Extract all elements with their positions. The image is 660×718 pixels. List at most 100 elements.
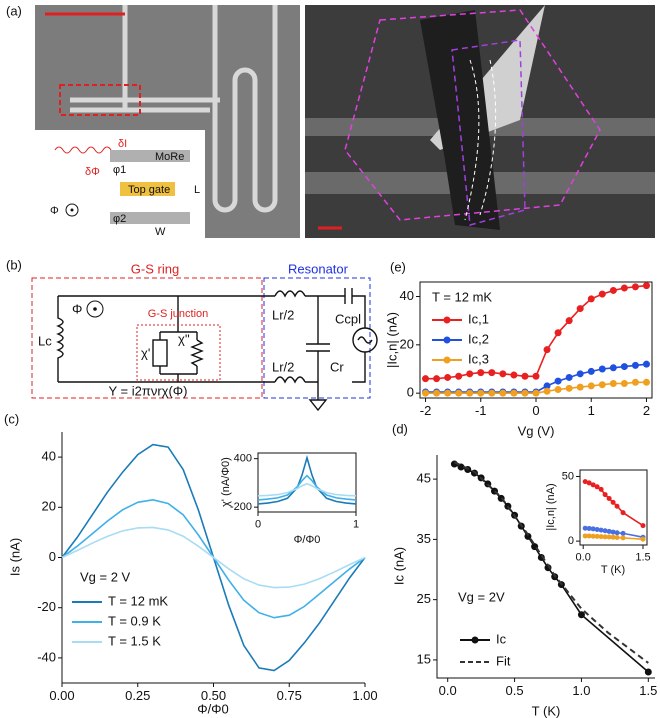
x-axis-label: Φ/Φ0	[197, 701, 229, 716]
data-point	[576, 305, 584, 313]
y-tick-label: 0	[568, 535, 574, 547]
x-axis-label: Φ/Φ0	[294, 534, 321, 546]
legend-label: Ic,2	[468, 331, 489, 346]
data-point	[576, 383, 584, 391]
x-tick-label: 0.5	[506, 683, 524, 698]
y-tick-label: 0	[407, 385, 414, 400]
x-tick-label: 0.50	[201, 688, 226, 703]
data-point	[587, 367, 595, 375]
legend-marker	[443, 316, 451, 324]
data-point	[598, 534, 604, 540]
data-point	[586, 480, 592, 486]
y-tick-label: 50	[562, 470, 574, 482]
data-point	[610, 529, 616, 535]
zoom-box	[59, 84, 141, 116]
y-tick-label: -20	[37, 599, 56, 614]
data-point	[598, 381, 606, 389]
inset-label: W	[155, 226, 166, 238]
data-point	[631, 378, 639, 386]
data-point	[576, 370, 584, 378]
x-tick-label: 1.5	[639, 683, 657, 698]
flux-dot	[70, 208, 74, 212]
y-tick-label: 0	[49, 549, 56, 564]
electrode	[110, 212, 190, 224]
data-point	[466, 389, 474, 397]
panel-label: (c)	[4, 411, 19, 426]
legend-marker	[443, 336, 451, 344]
data-point	[565, 317, 573, 325]
data-point	[640, 536, 646, 542]
data-point	[620, 380, 628, 387]
flux-symbol	[65, 203, 79, 217]
junction-box	[136, 324, 221, 381]
axis-line	[436, 455, 655, 679]
series-line	[257, 454, 357, 505]
data-point	[554, 377, 562, 385]
data-point	[642, 360, 650, 368]
data-point	[598, 486, 604, 492]
data-point	[524, 532, 532, 540]
wavy-field	[54, 146, 112, 154]
data-point	[594, 526, 600, 532]
legend-label: Ic	[496, 631, 507, 646]
series-line	[257, 474, 357, 501]
legend-marker	[471, 636, 479, 644]
x-tick-label: 2	[643, 403, 650, 418]
data-point	[477, 369, 485, 377]
data-point	[499, 370, 507, 378]
data-point	[587, 382, 595, 390]
legend-label: T = 12 mK	[108, 593, 168, 608]
y-tick-label: 40	[42, 449, 56, 464]
data-point	[543, 387, 551, 395]
data-point	[590, 533, 596, 539]
flake	[420, 10, 500, 230]
data-point	[614, 530, 620, 536]
data-point	[422, 375, 430, 383]
data-point	[444, 389, 452, 397]
y-tick-label: -40	[37, 649, 56, 664]
data-point	[609, 286, 617, 294]
y-tick-label: 20	[42, 499, 56, 514]
annotation: T = 12 mK	[432, 289, 492, 304]
data-point	[642, 378, 650, 386]
x-tick-label: 0.25	[125, 688, 150, 703]
data-point	[590, 482, 596, 488]
inset-label: Φ	[50, 205, 59, 217]
data-point	[565, 384, 573, 392]
data-point	[609, 364, 617, 372]
x-tick-label: 1.00	[352, 688, 377, 703]
series-line	[61, 526, 366, 589]
data-point	[477, 389, 485, 397]
circuit-label: χ''	[178, 331, 190, 346]
inset-label: φ1	[113, 164, 126, 176]
data-point	[609, 380, 617, 387]
data-point	[620, 363, 628, 371]
y-tick-label: -200	[230, 501, 252, 513]
circuit-label: G-S junction	[148, 308, 209, 320]
circuit-label: Lc	[38, 333, 52, 348]
data-point	[544, 564, 552, 572]
data-point	[565, 373, 573, 381]
data-point	[606, 534, 612, 540]
data-point	[602, 528, 608, 534]
data-point	[532, 372, 540, 380]
flux-symbol	[86, 300, 104, 318]
data-point	[594, 533, 600, 539]
block-label: G-S ring	[131, 261, 179, 276]
data-point	[606, 495, 612, 501]
circuit-label: Lr/2	[272, 307, 294, 322]
data-point	[631, 283, 639, 291]
y-tick-label: 20	[400, 336, 414, 351]
x-tick-label: 1	[353, 519, 359, 531]
outline	[451, 39, 526, 226]
inset-label: Top gate	[128, 184, 170, 196]
panel-label: (e)	[390, 259, 406, 274]
data-point	[642, 282, 650, 290]
x-axis-label: T (K)	[532, 703, 561, 718]
legend-label: Ic,3	[468, 351, 489, 366]
y-tick-label: 35	[417, 531, 431, 546]
legend-label: Fit	[496, 653, 511, 668]
data-point	[586, 533, 592, 539]
data-point	[590, 526, 596, 532]
